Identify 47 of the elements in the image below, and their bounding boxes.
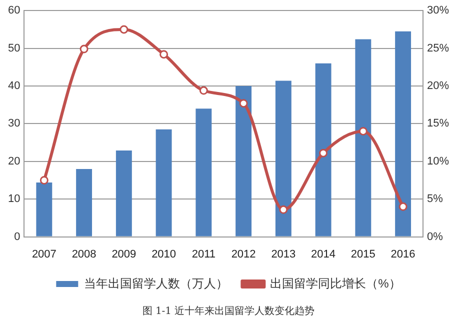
x-tick-label: 2016	[390, 248, 416, 260]
y-tick-label: 20	[8, 155, 20, 168]
bar	[236, 86, 252, 236]
y2-tick-label: 5%	[426, 193, 444, 206]
x-tick-label: 2012	[231, 248, 256, 260]
legend-label: 出国留学同比增长（%）	[270, 276, 401, 290]
point	[40, 176, 48, 184]
bar	[395, 31, 412, 236]
y2-tick-label: 0%	[426, 230, 444, 243]
bar	[116, 150, 132, 236]
y2-tick-label: 30%	[426, 4, 450, 17]
x-tick-label: 2015	[350, 248, 376, 260]
x-tick-label: 2013	[271, 248, 296, 260]
y-tick-label: 60	[8, 4, 20, 17]
bar	[76, 168, 92, 236]
point	[120, 25, 128, 34]
bar	[355, 39, 372, 236]
legend-label: 当年出国留学人数（万人）	[84, 276, 228, 290]
y2-tick-label: 25%	[426, 42, 450, 54]
y-tick-label: 50	[8, 42, 20, 54]
y-tick-label: 10	[8, 193, 20, 206]
y2-tick-label: 20%	[426, 80, 450, 92]
point	[358, 126, 368, 136]
x-tick-label: 2008	[72, 248, 96, 260]
y2-tick-label: 15%	[426, 118, 450, 130]
y2-tick-label: 10%	[426, 155, 450, 168]
point	[319, 148, 328, 158]
point	[160, 50, 168, 59]
point	[199, 86, 208, 95]
bar	[275, 80, 292, 236]
caption: 图 1-1 近十年来出国留学人数变化趋势	[141, 304, 316, 318]
y-tick-label: 0	[14, 230, 20, 243]
bar	[315, 63, 332, 236]
x-tick-label: 2011	[192, 248, 216, 260]
point	[80, 44, 88, 54]
point	[279, 205, 288, 214]
point	[239, 99, 248, 108]
x-tick-label: 2014	[311, 248, 336, 260]
x-tick-label: 2009	[112, 248, 136, 260]
bar	[196, 108, 212, 236]
x-tick-label: 2010	[152, 248, 176, 260]
y-tick-label: 30	[8, 118, 20, 130]
bar	[36, 182, 52, 236]
y-tick-label: 40	[8, 80, 20, 92]
point	[398, 202, 408, 211]
bar	[156, 129, 172, 236]
x-tick-label: 2007	[32, 248, 56, 260]
